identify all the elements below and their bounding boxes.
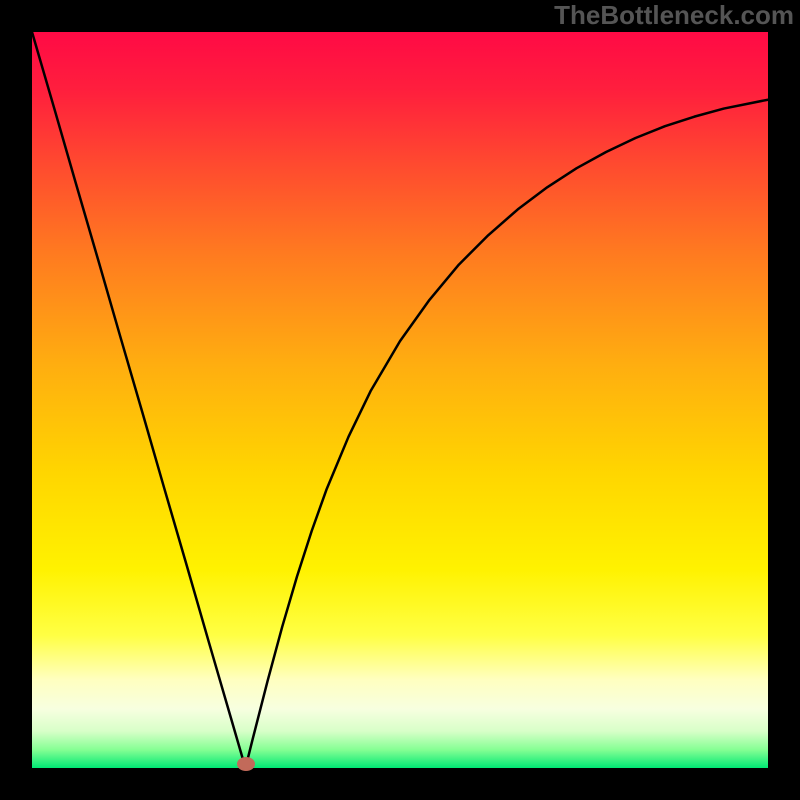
plot-area — [32, 32, 768, 768]
vertex-marker — [237, 757, 255, 771]
gradient-background — [32, 32, 768, 768]
chart-container: TheBottleneck.com — [0, 0, 800, 800]
watermark-text: TheBottleneck.com — [554, 0, 794, 31]
plot-svg — [32, 32, 768, 768]
